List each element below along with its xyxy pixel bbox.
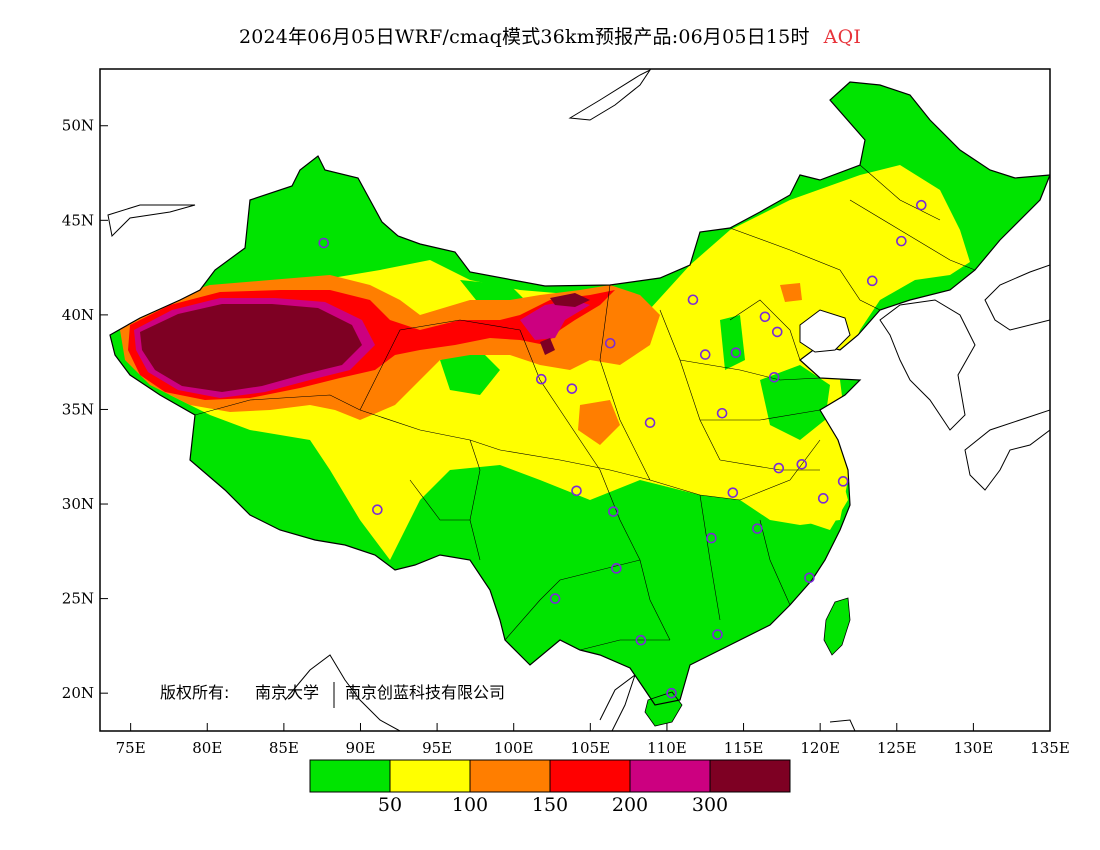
station-circle bbox=[699, 349, 711, 360]
colorbar-label: 150 bbox=[531, 794, 569, 816]
station-circle bbox=[611, 563, 622, 574]
coastline-korea bbox=[879, 299, 976, 431]
lon-label: 85E bbox=[269, 739, 299, 757]
lon-label: 130E bbox=[954, 739, 994, 757]
station-circle bbox=[752, 523, 763, 534]
station-circle bbox=[706, 532, 717, 544]
lon-label: 80E bbox=[192, 739, 222, 757]
lat-label: 30N bbox=[62, 495, 94, 513]
station-circle bbox=[768, 372, 780, 383]
coastline-luzon bbox=[829, 719, 856, 731]
colorbar-label: 300 bbox=[691, 794, 729, 816]
station-circle bbox=[712, 629, 723, 640]
colorbar-swatch bbox=[629, 759, 711, 793]
colorbar bbox=[309, 759, 791, 793]
coastline-primorye bbox=[984, 264, 1050, 331]
map-title-main: 2024年06月05日WRF/cmaq模式36km预报产品:06月05日15时 bbox=[238, 26, 810, 48]
latitude-axis: 50N 45N 40N 35N 30N 25N 20N bbox=[62, 117, 108, 702]
station-circle bbox=[896, 235, 907, 247]
station-circle bbox=[773, 462, 785, 474]
island-hainan bbox=[644, 691, 683, 727]
station-circle bbox=[644, 417, 656, 428]
credit-block: 版权所有: 南京大学 南京创蓝科技有限公司 bbox=[160, 682, 505, 708]
station-circle bbox=[666, 687, 677, 699]
colorbar-label: 200 bbox=[611, 794, 649, 816]
lat-label: 25N bbox=[62, 590, 94, 608]
colorbar-swatch bbox=[389, 759, 471, 793]
colorbar-label: 50 bbox=[377, 794, 403, 816]
station-circle bbox=[571, 485, 582, 497]
colorbar-swatch bbox=[709, 759, 791, 793]
coastline-bay-of-bengal bbox=[284, 654, 401, 731]
colorbar-swatch bbox=[469, 759, 551, 793]
lon-label: 115E bbox=[724, 739, 764, 757]
station-circle bbox=[866, 275, 878, 287]
coastline-balkhash bbox=[107, 204, 196, 238]
station-circle bbox=[566, 383, 578, 394]
coastline-sakhalin bbox=[568, 69, 652, 121]
lon-label: 105E bbox=[571, 739, 611, 757]
station-circle bbox=[796, 459, 808, 470]
lat-label: 40N bbox=[62, 306, 94, 324]
lon-label: 95E bbox=[422, 739, 452, 757]
lon-label: 125E bbox=[877, 739, 917, 757]
lat-label: 20N bbox=[62, 684, 94, 702]
lon-label: 75E bbox=[116, 739, 146, 757]
colorbar-label: 100 bbox=[451, 794, 489, 816]
coastline-japan bbox=[964, 409, 1050, 491]
china-border bbox=[109, 81, 1050, 706]
credit-org2: 南京创蓝科技有限公司 bbox=[345, 683, 505, 702]
credit-org1: 南京大学 bbox=[255, 683, 319, 702]
station-circle bbox=[604, 337, 616, 349]
colorbar-swatch bbox=[549, 759, 631, 793]
lat-label: 45N bbox=[62, 211, 94, 229]
bohai-sea bbox=[799, 309, 851, 353]
station-circle bbox=[804, 572, 815, 584]
station-circle bbox=[535, 373, 547, 385]
lon-label: 100E bbox=[494, 739, 534, 757]
station-circle bbox=[915, 199, 927, 211]
lon-label: 110E bbox=[647, 739, 687, 757]
lon-label: 135E bbox=[1030, 739, 1070, 757]
station-circle bbox=[837, 476, 849, 487]
lon-label: 120E bbox=[800, 739, 840, 757]
station-circle bbox=[771, 326, 783, 338]
station-circle bbox=[372, 504, 383, 516]
station-circle bbox=[635, 634, 647, 646]
island-taiwan bbox=[823, 597, 851, 656]
station-circle bbox=[549, 593, 561, 604]
lat-label: 35N bbox=[62, 400, 94, 418]
province-borders bbox=[194, 164, 976, 651]
station-circle bbox=[759, 311, 771, 323]
station-markers bbox=[318, 199, 927, 699]
station-circle bbox=[730, 347, 742, 359]
longitude-axis: 75E 80E 85E 90E 95E 100E 105E 110E 115E 120E 125E 1… bbox=[116, 723, 1070, 757]
lon-label: 90E bbox=[345, 739, 375, 757]
station-circle bbox=[727, 487, 739, 498]
map-title: 2024年06月05日WRF/cmaq模式36km预报产品:06月05日15时 A… bbox=[0, 22, 1100, 49]
colorbar-swatch bbox=[309, 759, 391, 793]
station-circle bbox=[716, 407, 728, 419]
station-circle bbox=[687, 294, 699, 306]
map-title-variable: AQI bbox=[823, 26, 862, 48]
station-circle bbox=[608, 506, 619, 517]
lat-label: 50N bbox=[62, 117, 94, 135]
station-circle bbox=[318, 237, 330, 249]
station-circle bbox=[817, 493, 829, 504]
credit-prefix: 版权所有: bbox=[160, 683, 229, 702]
